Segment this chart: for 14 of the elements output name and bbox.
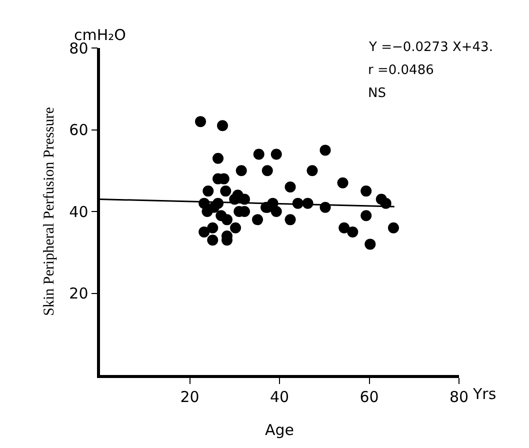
x-tick-label: 60: [360, 388, 379, 406]
y-tick-label: 60: [69, 121, 88, 139]
y-tick-label: 40: [69, 202, 88, 221]
x-tick-label: 40: [270, 388, 290, 406]
y-tick-label: 80: [69, 39, 88, 58]
annotation: NS: [368, 86, 386, 101]
y-tick-label: 20: [69, 284, 88, 302]
y-axis-title: Skin Peripheral Perfusion Pressure: [41, 106, 58, 316]
annotation: Y =−0.0273 X+43.: [368, 40, 493, 55]
x-tick-label: 80: [449, 388, 469, 406]
annotation: r =0.0486: [368, 63, 434, 78]
x-tick-label: 20: [180, 388, 200, 406]
text: Yrs: [472, 385, 496, 403]
x-axis-title: Age: [264, 420, 294, 439]
